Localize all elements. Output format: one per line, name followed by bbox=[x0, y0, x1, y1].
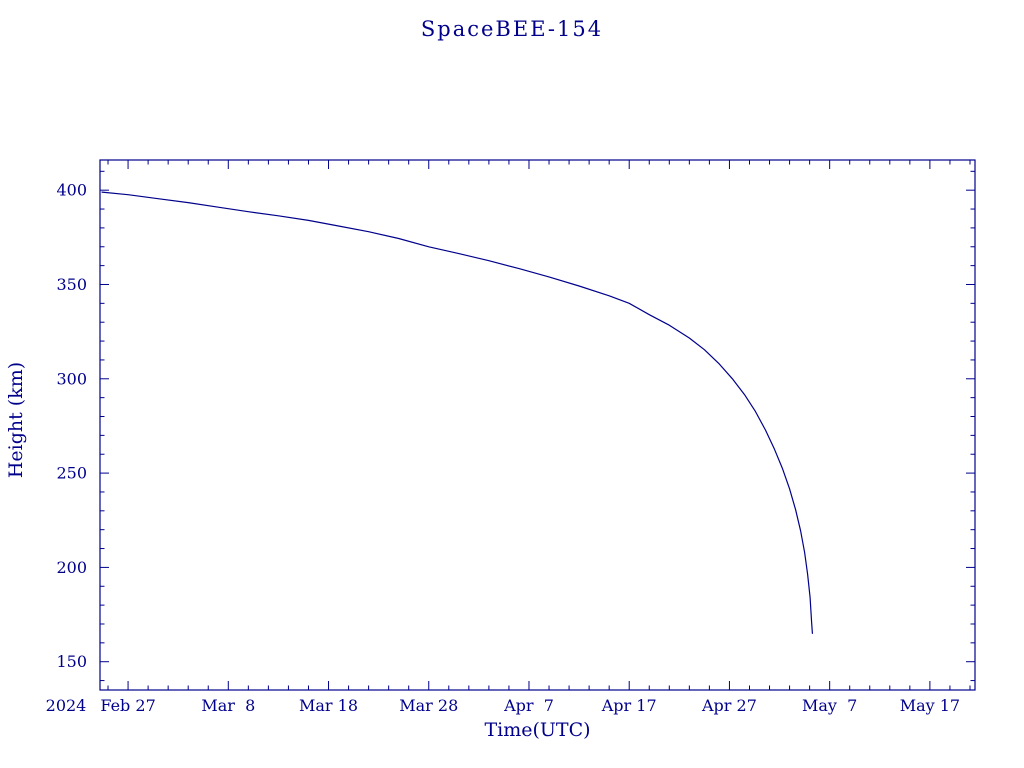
x-tick-label: Apr 7 bbox=[503, 696, 554, 715]
x-era-label: 2024 bbox=[46, 696, 87, 715]
x-tick-label: May 17 bbox=[900, 696, 960, 715]
y-tick-label: 300 bbox=[56, 369, 87, 388]
x-axis-label: Time(UTC) bbox=[484, 719, 591, 741]
chart-title: SpaceBEE-154 bbox=[420, 17, 604, 41]
x-tick-label: Mar 18 bbox=[299, 696, 358, 715]
x-tick-label: Feb 27 bbox=[100, 696, 155, 715]
x-tick-label: Apr 17 bbox=[601, 696, 657, 715]
y-tick-label: 250 bbox=[56, 464, 87, 483]
height-curve bbox=[101, 191, 814, 635]
plot-frame bbox=[99, 159, 976, 691]
x-tick-label: May 7 bbox=[802, 696, 857, 715]
y-tick-label: 400 bbox=[56, 181, 87, 200]
y-tick-label: 150 bbox=[56, 652, 87, 671]
y-tick-label: 350 bbox=[56, 275, 87, 294]
y-tick-label: 200 bbox=[56, 558, 87, 577]
x-tick-label: Apr 27 bbox=[701, 696, 757, 715]
x-tick-label: Mar 28 bbox=[399, 696, 458, 715]
x-tick-label: Mar 8 bbox=[201, 696, 255, 715]
